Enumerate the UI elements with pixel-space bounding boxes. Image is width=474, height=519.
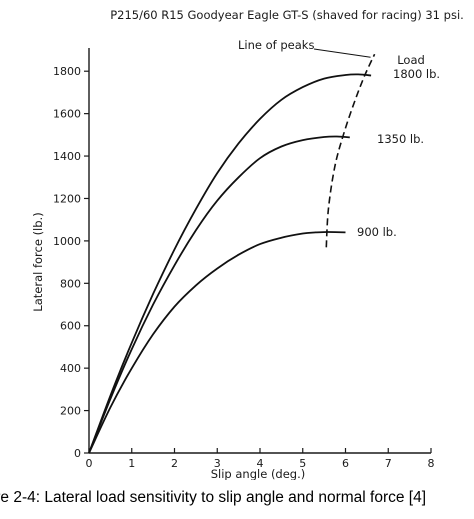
y-tick-label: 1800 [53,65,81,78]
y-tick-label: 1000 [53,235,81,248]
figure-caption: gure 2-4: Lateral load sensitivity to sl… [0,486,474,516]
y-tick-label: 1400 [53,150,81,163]
x-tick-label: 3 [214,457,221,470]
y-tick-label: 800 [60,277,81,290]
curve-1800-lb [88,73,372,454]
y-tick-label: 400 [60,362,81,375]
x-tick-label: 8 [428,457,435,470]
y-tick-label: 200 [60,405,81,418]
series-label: 900 lb. [357,225,397,239]
x-tick-label: 2 [171,457,178,470]
curve-1350-lb [88,135,350,454]
series-label: 1800 lb. [393,67,440,81]
peaks-label: Line of peaks [238,38,314,52]
chart-title: P215/60 R15 Goodyear Eagle GT-S (shaved … [110,8,464,22]
y-tick-label: 1200 [53,192,81,205]
legend-title: Load [397,53,425,67]
peaks-leader-line [313,48,371,58]
y-tick-label: 0 [74,447,81,460]
curve-900-lb [88,231,346,454]
series-label: 1350 lb. [377,132,424,146]
x-tick-label: 7 [385,457,392,470]
caption-text: gure 2-4: Lateral load sensitivity to sl… [0,489,427,506]
y-tick-label: 600 [60,320,81,333]
x-axis-label: Slip angle (deg.) [211,467,306,480]
x-tick-label: 1 [128,457,135,470]
y-tick-label: 1600 [53,108,81,121]
x-tick-label: 5 [299,457,306,470]
chart: P215/60 R15 Goodyear Eagle GT-S (shaved … [31,8,464,480]
y-axis-label: Lateral force (lb.) [31,212,45,311]
line-of-peaks [325,53,376,248]
x-tick-label: 4 [257,457,264,470]
plot-area: 0 1 2 3 4 5 6 7 8 0 200 400 600 800 1000 1200 1400 1600 18… [53,38,440,470]
x-tick-label: 6 [342,457,349,470]
x-tick-label: 0 [86,457,93,470]
